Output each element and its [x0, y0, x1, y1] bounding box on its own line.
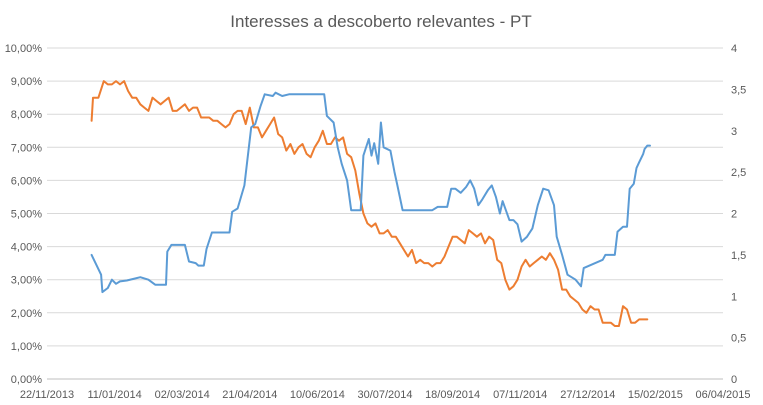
y-right-tick-label: 3,5 [731, 84, 746, 96]
x-tick-label: 21/04/2014 [222, 389, 277, 401]
gridlines [47, 47, 723, 347]
chart-title: Interesses a descoberto relevantes - PT [230, 12, 531, 31]
x-tick-label: 07/11/2014 [493, 389, 547, 401]
y-right-tick-label: 1,5 [731, 250, 746, 262]
y-left-tick-label: 1,00% [11, 341, 42, 353]
x-tick-label: 11/01/2014 [87, 389, 141, 401]
y-right-tick-label: 3 [731, 126, 737, 138]
x-tick-label: 30/07/2014 [357, 389, 412, 401]
x-tick-label: 22/11/2013 [20, 389, 74, 401]
x-tick-label: 06/04/2015 [695, 389, 750, 401]
y-right-tick-label: 4 [731, 43, 737, 55]
y-left-tick-label: 7,00% [11, 142, 42, 154]
x-tick-label: 27/12/2014 [560, 389, 615, 401]
y-axis-right-ticks: 0 0,5 1 1,5 2 2,5 3 3,5 4 [731, 43, 746, 386]
y-left-tick-label: 2,00% [11, 308, 42, 320]
y-axis-left-ticks: 0,00% 1,00% 2,00% 3,00% 4,00% 5,00% 6,00% 7,00%… [5, 43, 43, 386]
series-line-right-axis [90, 91, 651, 294]
series-line-left-axis [90, 80, 649, 327]
x-tick-label: 10/06/2014 [290, 389, 345, 401]
y-left-tick-label: 4,00% [11, 242, 42, 254]
x-tick-label: 02/03/2014 [155, 389, 210, 401]
x-tick-label: 15/02/2015 [628, 389, 683, 401]
x-axis-ticks: 22/11/2013 11/01/2014 02/03/2014 21/04/2014… [20, 389, 751, 401]
y-left-tick-label: 0,00% [11, 374, 42, 386]
y-right-tick-label: 0,5 [731, 333, 746, 345]
y-right-tick-label: 1 [731, 291, 737, 303]
x-tick-label: 18/09/2014 [425, 389, 480, 401]
y-right-tick-label: 2,5 [731, 167, 746, 179]
y-left-tick-label: 3,00% [11, 275, 42, 287]
y-right-tick-label: 0 [731, 374, 737, 386]
series-lines [90, 80, 651, 327]
y-right-tick-label: 2 [731, 209, 737, 221]
y-left-tick-label: 6,00% [11, 175, 42, 187]
y-left-tick-label: 10,00% [5, 43, 43, 55]
y-left-tick-label: 9,00% [11, 76, 42, 88]
y-left-tick-label: 8,00% [11, 109, 42, 121]
y-left-tick-label: 5,00% [11, 209, 42, 221]
